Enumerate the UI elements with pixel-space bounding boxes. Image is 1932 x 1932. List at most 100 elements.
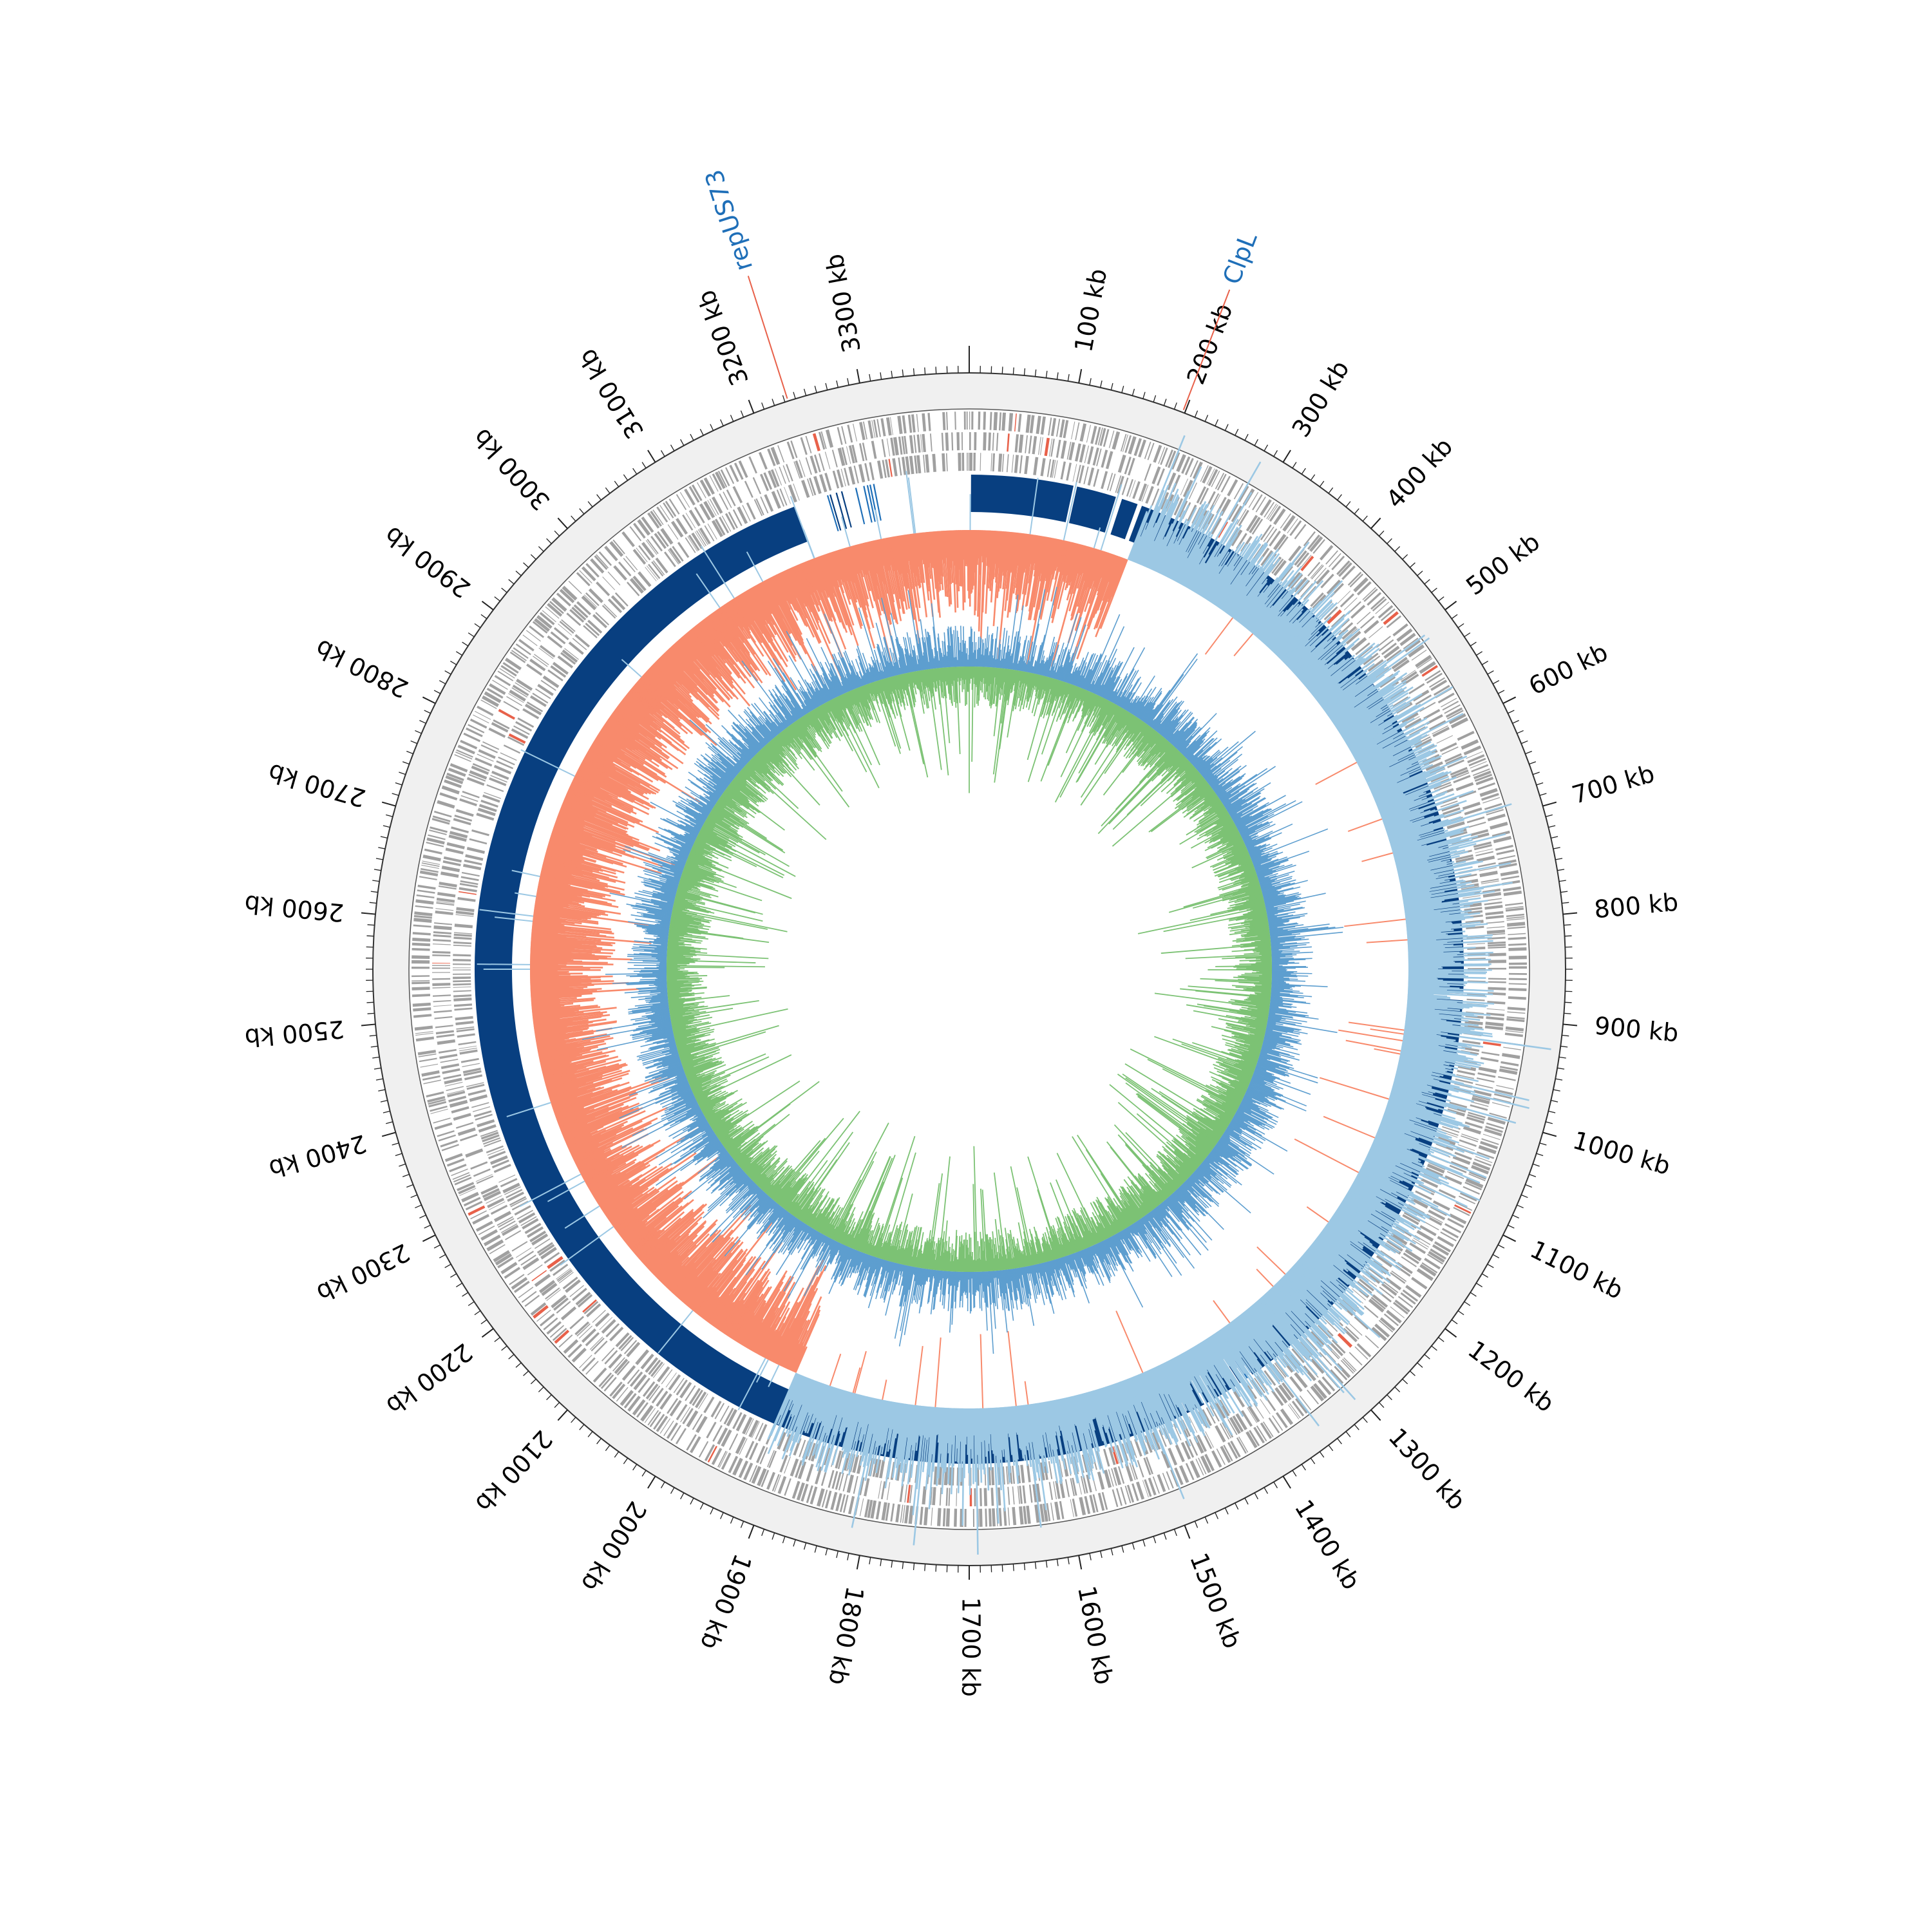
skew-negative <box>1256 1300 1310 1361</box>
gene-feature <box>1043 1503 1048 1522</box>
skew-negative <box>940 1407 945 1454</box>
gene-feature <box>1506 918 1525 921</box>
skew-positive <box>537 1042 566 1050</box>
skew-negative <box>1238 1315 1273 1359</box>
skew-negative <box>1199 565 1220 596</box>
skew-positive <box>1050 540 1066 602</box>
skew-negative <box>1166 501 1207 578</box>
gene-feature <box>779 1455 788 1473</box>
gene-feature <box>1488 943 1506 947</box>
skew-negative <box>997 1407 1006 1511</box>
skew-negative <box>1372 1143 1425 1168</box>
gene-feature <box>489 777 507 786</box>
skew-positive <box>711 1256 762 1326</box>
skew-positive <box>551 1092 593 1107</box>
gene-feature <box>472 1106 491 1112</box>
gene-feature <box>1482 1133 1501 1141</box>
gene-feature <box>961 453 965 471</box>
skew-negative <box>1392 1084 1451 1103</box>
skew-negative <box>1173 505 1215 582</box>
gene-feature <box>814 454 821 473</box>
gene-feature <box>1215 473 1225 489</box>
skew-negative <box>1383 810 1425 826</box>
skew-negative <box>1330 672 1399 721</box>
gene-feature <box>1078 465 1084 484</box>
gene-feature <box>472 762 490 772</box>
skew-positive <box>998 531 1003 569</box>
gene-feature <box>1486 809 1504 816</box>
gene-feature <box>466 777 485 786</box>
skew-negative <box>1407 998 1457 1003</box>
gene-feature <box>1426 1163 1445 1174</box>
skew-negative <box>1275 1283 1306 1314</box>
skew-positive <box>981 530 987 613</box>
skew-negative <box>1407 999 1488 1007</box>
skew-negative <box>1111 1384 1124 1414</box>
gene-feature <box>651 1387 664 1404</box>
skew-positive <box>539 1049 591 1062</box>
gene-feature <box>497 1216 513 1226</box>
skew-negative <box>1235 578 1268 621</box>
gene-feature <box>1252 494 1263 511</box>
gene-feature <box>518 1212 536 1224</box>
skew-negative <box>1252 589 1292 635</box>
skew-positive <box>535 1030 594 1041</box>
skew-negative <box>1110 1384 1131 1439</box>
skew-negative <box>1057 1399 1072 1464</box>
skew-negative <box>1407 939 1437 943</box>
skew-positive <box>692 1286 714 1312</box>
gene-feature <box>484 691 502 703</box>
gene-feature <box>571 1347 587 1363</box>
skew-negative <box>1312 656 1363 697</box>
gene-feature <box>453 944 471 947</box>
skew-negative <box>1087 1392 1097 1418</box>
gene-feature <box>690 1436 701 1454</box>
gene-feature <box>491 1159 509 1169</box>
skew-negative <box>1212 535 1258 605</box>
skew-negative <box>855 1396 867 1442</box>
gene-feature <box>1386 649 1402 662</box>
skew-negative <box>1130 1377 1142 1403</box>
gene-feature <box>625 556 638 571</box>
gene-feature <box>1472 1097 1490 1104</box>
skew-negative <box>1390 1094 1439 1110</box>
skew-negative <box>1325 637 1430 714</box>
skew-negative <box>1244 1311 1283 1359</box>
gene-feature <box>531 1233 549 1246</box>
skew-negative <box>1278 1279 1307 1307</box>
skew-positive <box>550 1089 587 1103</box>
skew-negative <box>1035 1403 1045 1456</box>
skew-negative <box>1050 1400 1064 1461</box>
gene-feature <box>1273 508 1286 526</box>
skew-negative <box>1180 531 1211 585</box>
skew-negative <box>1387 809 1464 836</box>
gene-feature <box>1356 1281 1372 1294</box>
gene-feature <box>543 1317 558 1331</box>
skew-negative <box>1230 595 1247 618</box>
gene-feature <box>1441 1129 1459 1136</box>
gene-feature <box>582 1299 597 1313</box>
skew-negative <box>1393 1081 1436 1094</box>
skew-negative <box>1328 1220 1359 1243</box>
skew-positive <box>1036 537 1052 610</box>
skew-negative <box>1385 820 1410 830</box>
skew-positive <box>540 1052 580 1063</box>
gene-feature <box>1419 1225 1437 1236</box>
skew-positive <box>659 1254 688 1283</box>
gene-feature <box>1433 685 1450 696</box>
skew-negative <box>1174 1357 1193 1391</box>
skew-negative <box>1327 1223 1363 1250</box>
gene-feature <box>478 1124 497 1133</box>
gene-feature <box>623 1392 637 1409</box>
skew-negative <box>984 1408 990 1491</box>
skew-positive <box>786 1319 810 1369</box>
skew-negative <box>1211 570 1235 604</box>
gene-feature <box>1235 1413 1247 1430</box>
skew-positive <box>540 1056 576 1066</box>
gene-feature <box>1151 466 1161 485</box>
gene-feature <box>591 1338 605 1352</box>
skew-negative <box>1313 658 1364 698</box>
skew-negative <box>1392 830 1461 852</box>
gene-feature <box>732 1457 743 1476</box>
